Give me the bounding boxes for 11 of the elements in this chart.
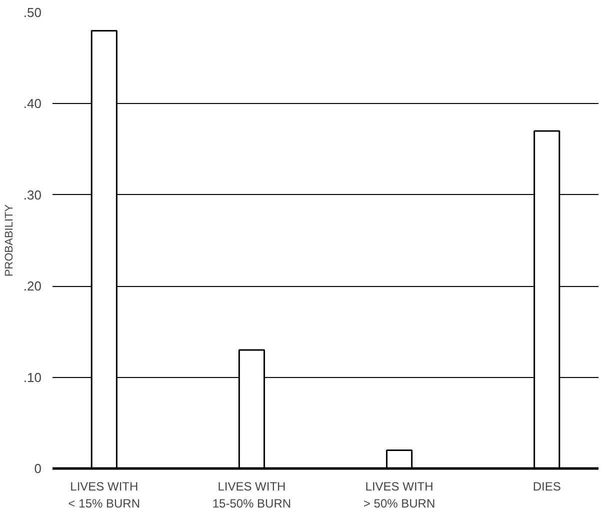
y-tick-label: .40	[23, 96, 42, 112]
x-tick-label: LIVES WITH > 50% BURN	[363, 480, 436, 510]
x-tick-label: LIVES WITH 15-50% BURN	[212, 480, 292, 510]
x-tick-label: LIVES WITH < 15% BURN	[68, 480, 140, 510]
y-tick-label: .50	[23, 5, 42, 20]
y-tick-label: .30	[23, 187, 42, 202]
y-tick-label: .20	[23, 278, 42, 294]
x-tick-label: DIES	[532, 480, 561, 494]
y-tick-label: .10	[23, 370, 42, 385]
y-axis-title: PROBABILITY	[3, 204, 16, 277]
y-tick-label: 0	[34, 461, 42, 476]
